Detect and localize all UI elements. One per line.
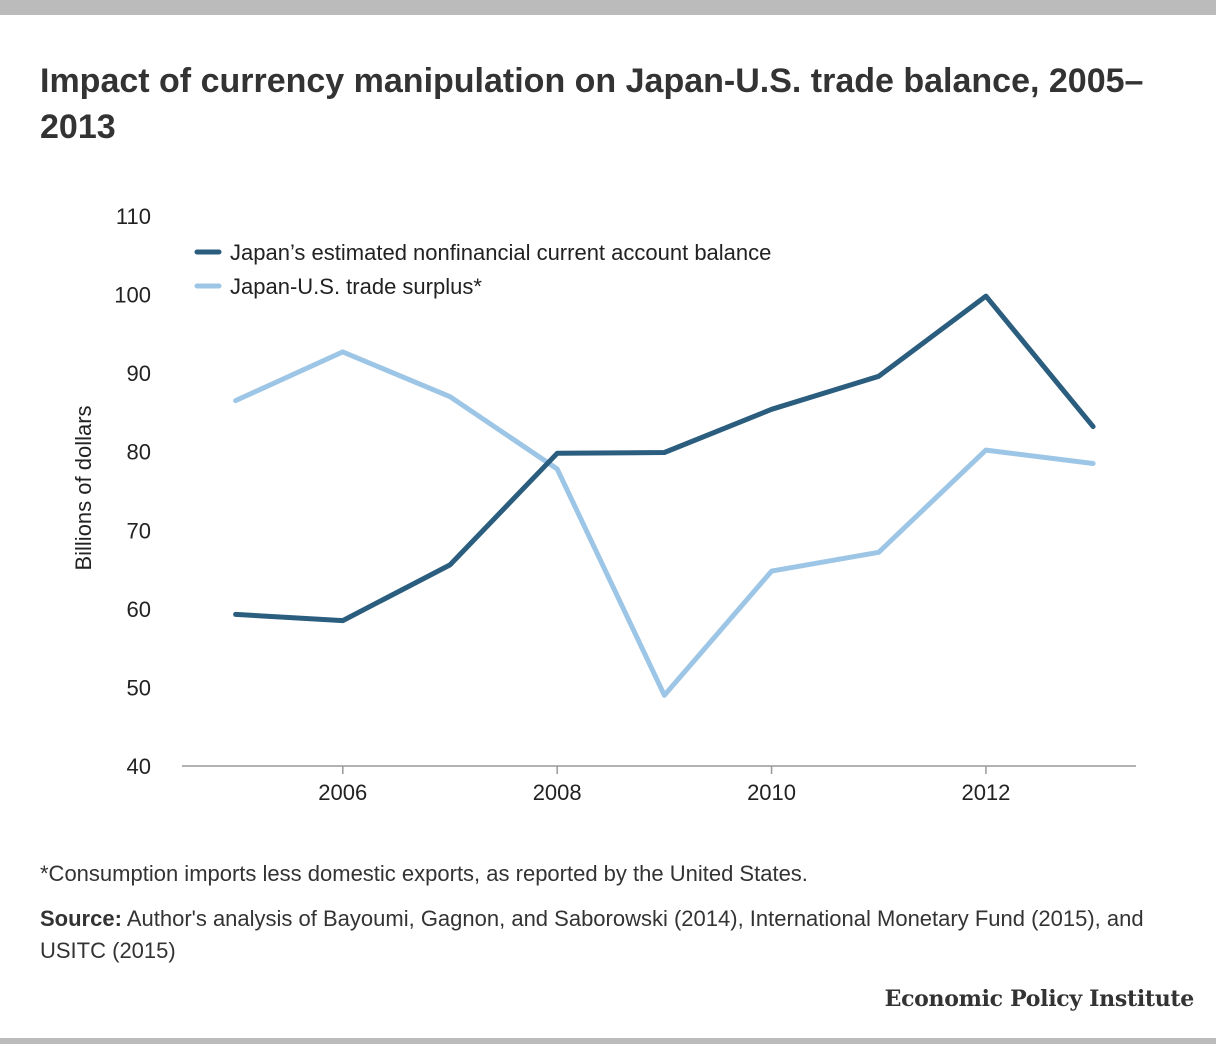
- x-tick-label: 2006: [318, 780, 367, 805]
- x-tick-label: 2008: [533, 780, 582, 805]
- y-tick-label: 40: [127, 754, 151, 779]
- chart-title: Impact of currency manipulation on Japan…: [40, 62, 1144, 146]
- source-label: Source:: [40, 906, 122, 931]
- y-tick-label: 110: [116, 204, 151, 229]
- y-tick-label: 80: [127, 440, 151, 465]
- brand-logo: Economic Policy Institute: [884, 986, 1195, 1012]
- y-tick-label: 90: [127, 361, 151, 386]
- bottom-border: [0, 1038, 1216, 1044]
- series-line-0: [233, 293, 1096, 624]
- y-tick-label: 70: [127, 518, 151, 543]
- legend-label: Japan-U.S. trade surplus*: [230, 274, 482, 299]
- source-note: Source: Author's analysis of Bayoumi, Ga…: [40, 903, 1180, 967]
- x-tick-label: 2012: [961, 780, 1010, 805]
- top-border: [0, 0, 1216, 15]
- legend-label: Japan’s estimated nonfinancial current a…: [230, 240, 771, 265]
- line-chart: Billions of dollars 40 50 60 70 80 90 100 110 2…: [71, 204, 1136, 805]
- y-axis-label: Billions of dollars: [71, 405, 96, 570]
- series-line-1: [233, 349, 1096, 698]
- footnote: *Consumption imports less domestic expor…: [40, 861, 808, 886]
- source-text: Author's analysis of Bayoumi, Gagnon, an…: [40, 906, 1144, 963]
- y-tick-label: 50: [127, 675, 151, 700]
- y-tick-label: 100: [114, 283, 151, 308]
- y-tick-label: 60: [127, 597, 151, 622]
- x-tick-label: 2010: [747, 780, 796, 805]
